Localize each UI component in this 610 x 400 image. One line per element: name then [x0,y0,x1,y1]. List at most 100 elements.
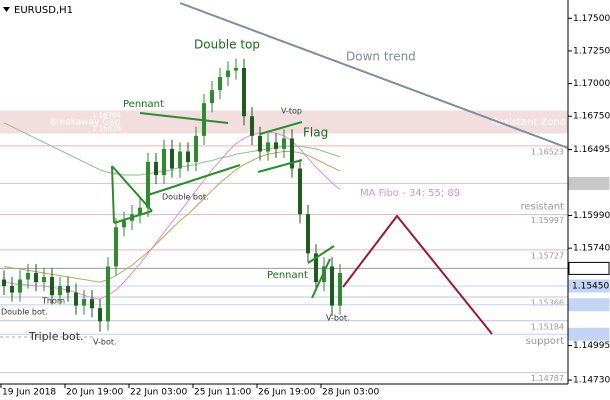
trend-line [179,2,569,149]
candle-body [226,70,230,78]
candle-body [194,135,198,162]
y-tick-label: 1.17000 [573,79,610,89]
annotation: V-bot. [93,338,117,347]
candle-body [42,276,46,283]
candle-body [338,272,342,306]
y-tick-label: 1.16495 [573,145,610,155]
annotation: Pennant [267,270,308,281]
pennant-line [111,165,115,224]
zone-name: Resistant Zone [491,117,566,128]
candles [2,58,342,332]
candle-body [282,138,286,149]
level-label: 1.14787 [531,374,564,383]
candle-body [314,253,318,283]
candle-body [26,272,30,280]
candle-body [242,67,246,117]
candle-body [162,148,166,176]
candle-body [58,286,62,296]
candle-body [218,77,222,91]
annotation: Thorn [41,297,65,306]
zone-value: 1.16794 [92,111,121,119]
level-label: 1.15727 [531,251,564,260]
level-name: resistant [520,202,564,213]
annotation: Flag [303,126,328,140]
candle-body [330,266,334,306]
candle-body [170,148,174,169]
y-tick-label: 1.17250 [573,46,610,56]
level-label: 1.15366 [531,299,564,308]
annotation: V-top [281,107,302,116]
level-label: 1.16523 [531,147,564,156]
candle-body [18,279,22,293]
pennant-line [147,164,241,196]
price-box [568,261,610,275]
candle-body [250,116,254,136]
projection-line [342,214,493,335]
y-tick-label: 1.14995 [573,341,610,351]
candle-body [258,135,262,152]
candle-body [154,161,158,176]
y-tick-label: 1.15990 [573,211,610,221]
candle-body [34,272,38,283]
pennant-line [307,245,335,264]
x-tick-label: 25 Jun 11:00 [194,388,251,398]
zone-label: Breakaway Gap [50,117,121,127]
candle-body [178,151,182,169]
price-box [568,327,610,341]
pennant-line [111,165,153,212]
flag-line [257,159,303,173]
candle-body [98,308,102,322]
candle-body [66,286,70,293]
menu-arrow[interactable] [3,7,10,12]
y-tick-label: 1.16750 [573,112,610,122]
x-tick-label: 20 Jun 19:00 [66,388,123,398]
candle-body [146,161,150,208]
flag-line [259,121,303,135]
pennant-line [113,210,153,224]
annotation: Down trend [346,50,416,64]
candle-body [266,142,270,152]
level-label: 1.15184 [531,322,564,331]
candle-body [274,142,278,149]
candle-body [138,207,142,215]
x-tick-label: 28 Jun 03:00 [322,388,379,398]
candle-body [2,279,6,287]
candle-body [50,276,54,296]
y-axis-labels: 1.15450 1.17500 1.17250 1.17000 1.16750 1.164… [568,14,610,386]
price-box-label: 1.15450 [572,282,609,292]
candle-body [114,227,118,267]
annotation: Pennant [123,99,164,110]
candle-body [106,266,110,322]
price-box [568,298,610,312]
candle-body [90,299,94,309]
x-tick-label: 19 Jun 2018 [2,388,56,398]
price-box [568,279,610,293]
annotation: Double bot. [162,193,209,202]
level-label: 1.15997 [531,216,564,225]
chart-title: EURUSD,H1 [14,5,73,16]
annotation: MA Fibo - 34; 55; 89 [360,188,460,199]
candle-body [186,151,190,162]
candle-body [298,168,302,215]
candle-body [10,286,14,293]
candle-body [82,299,86,306]
y-tick-label: 1.15740 [573,244,610,254]
pennant-line [311,258,331,299]
y-tick-label: 1.14730 [573,376,610,386]
candle-body [74,292,78,306]
x-tick-label: 26 Jun 19:00 [258,388,315,398]
annotation: Triple bot. [28,330,84,343]
annotation: Double top [194,38,260,52]
pennant-line [139,112,229,124]
annotation: Double bot. [1,308,48,317]
candle-body [122,220,126,228]
candle-body [210,90,214,104]
annotation: V-bot. [326,314,350,323]
candle-body [234,67,238,71]
x-axis-labels: 19 Jun 2018 20 Jun 19:00 22 Jun 03:00 25 Ju… [0,384,379,398]
price-box [568,176,610,190]
zone-value: 1.16618 [92,124,121,132]
